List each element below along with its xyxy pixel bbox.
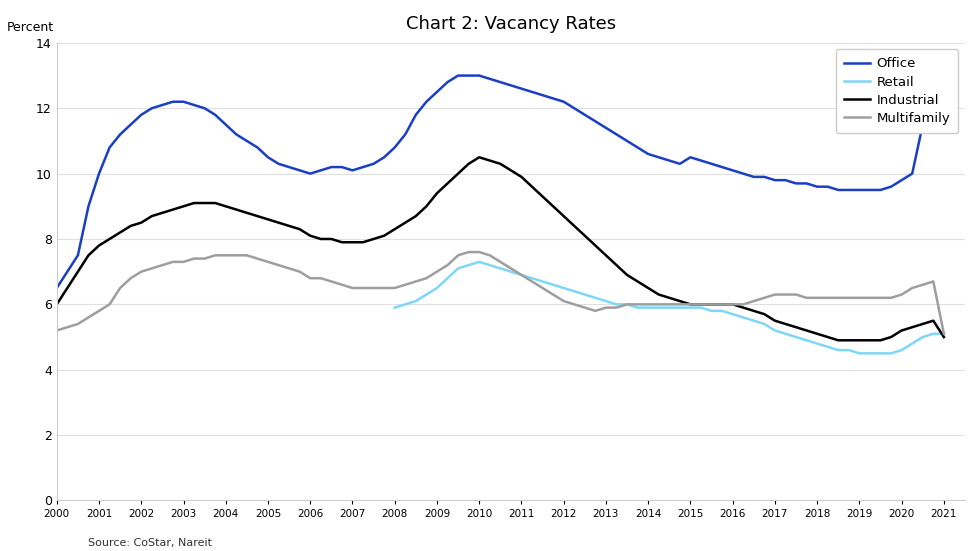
Legend: Office, Retail, Industrial, Multifamily: Office, Retail, Industrial, Multifamily bbox=[836, 50, 958, 133]
Office bbox=[325, 164, 337, 170]
Multifamily bbox=[357, 285, 368, 291]
Industrial bbox=[315, 236, 326, 242]
Multifamily bbox=[463, 249, 474, 255]
Industrial bbox=[906, 324, 918, 331]
Retail bbox=[822, 343, 834, 350]
Industrial bbox=[473, 154, 485, 160]
Retail bbox=[938, 331, 950, 337]
Retail bbox=[389, 304, 401, 311]
Industrial bbox=[325, 236, 337, 242]
Line: Office: Office bbox=[57, 75, 944, 288]
Retail bbox=[716, 307, 728, 314]
Office bbox=[199, 105, 211, 111]
Multifamily bbox=[199, 255, 211, 262]
Retail bbox=[473, 258, 485, 265]
Multifamily bbox=[325, 278, 337, 285]
Retail bbox=[854, 350, 865, 356]
Text: Percent: Percent bbox=[7, 21, 54, 34]
Multifamily bbox=[505, 265, 516, 272]
Industrial bbox=[51, 301, 63, 307]
Retail bbox=[727, 311, 739, 317]
Industrial bbox=[357, 239, 368, 246]
Office bbox=[452, 72, 464, 79]
Multifamily bbox=[51, 327, 63, 334]
Retail bbox=[547, 282, 559, 288]
Office bbox=[896, 177, 907, 183]
Multifamily bbox=[315, 275, 326, 282]
Office bbox=[938, 99, 950, 105]
Office bbox=[51, 285, 63, 291]
Line: Industrial: Industrial bbox=[57, 157, 944, 341]
Retail bbox=[748, 317, 760, 324]
Title: Chart 2: Vacancy Rates: Chart 2: Vacancy Rates bbox=[406, 15, 616, 33]
Line: Retail: Retail bbox=[395, 262, 944, 353]
Multifamily bbox=[896, 291, 907, 298]
Office bbox=[357, 164, 368, 170]
Retail bbox=[759, 321, 770, 327]
Office bbox=[505, 82, 516, 89]
Industrial bbox=[505, 167, 516, 174]
Industrial bbox=[832, 337, 844, 344]
Office bbox=[315, 167, 326, 174]
Line: Multifamily: Multifamily bbox=[57, 252, 944, 334]
Multifamily bbox=[938, 331, 950, 337]
Text: Source: CoStar, Nareit: Source: CoStar, Nareit bbox=[88, 538, 213, 548]
Industrial bbox=[199, 199, 211, 206]
Industrial bbox=[938, 334, 950, 341]
